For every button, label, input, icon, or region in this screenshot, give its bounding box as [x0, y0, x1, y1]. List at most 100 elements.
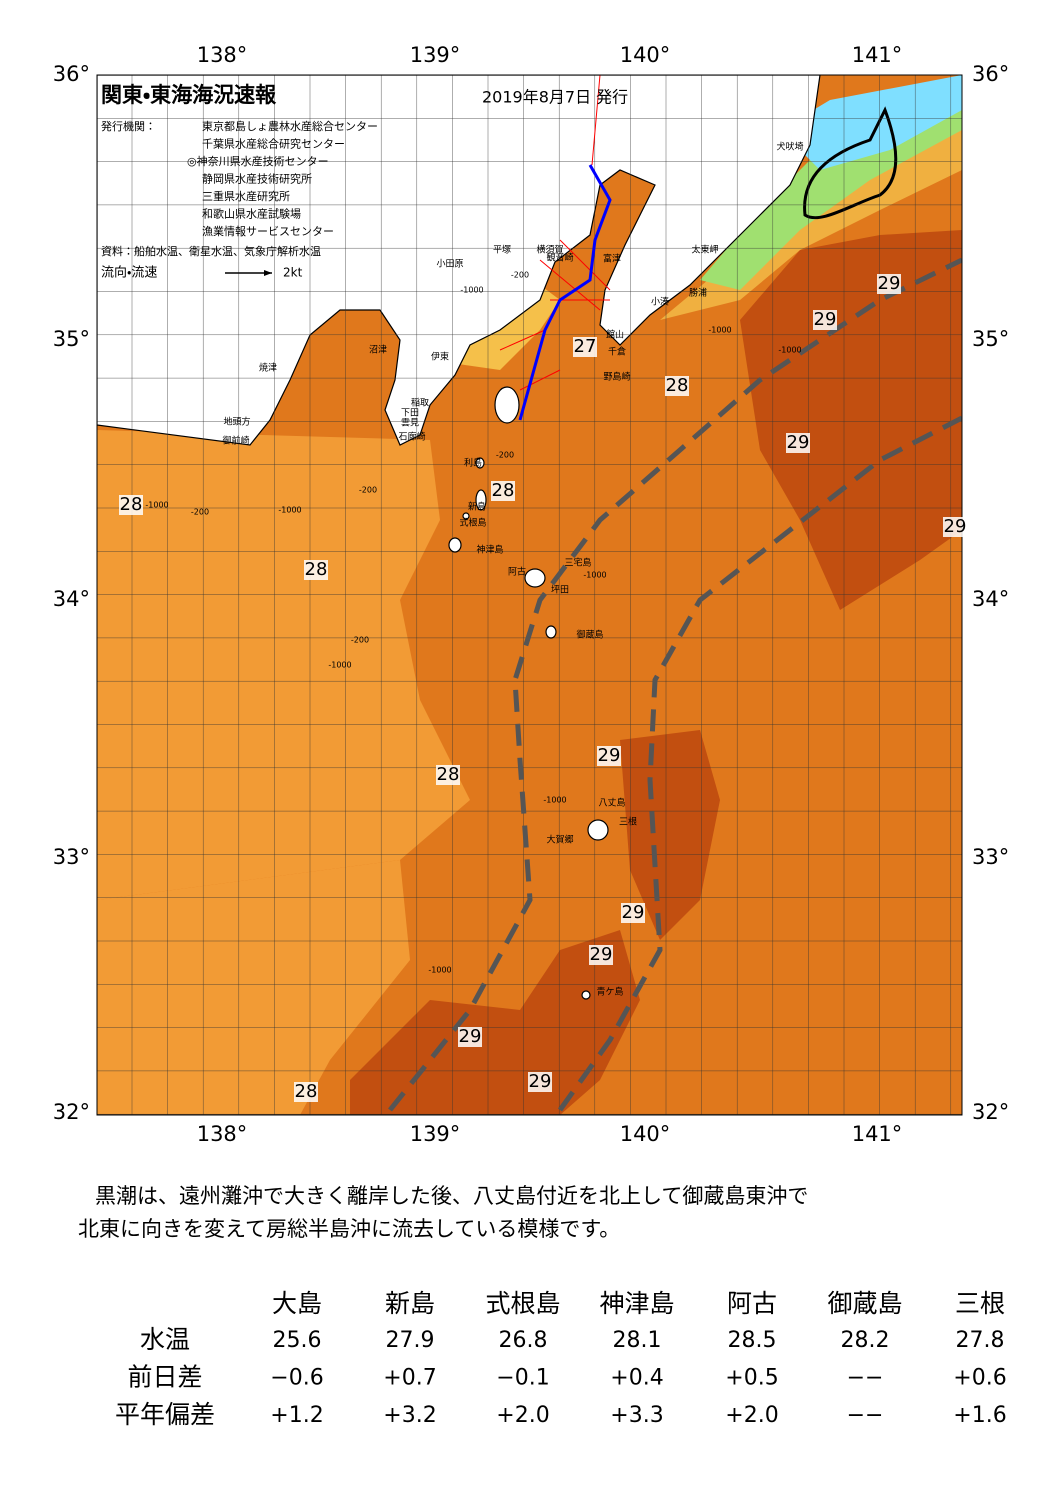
depth-label: -1000 [543, 796, 566, 805]
depth-label: -1000 [708, 326, 731, 335]
table-header: 式根島 [485, 1289, 560, 1318]
place-name: 横須賀 [536, 244, 563, 256]
table-cell: +1.2 [270, 1403, 323, 1428]
map-title: 関東・東海海況速報 [101, 83, 277, 107]
temp-label-bg [597, 746, 621, 766]
place-name: 阿古 [508, 566, 526, 578]
lon-label: 141° [852, 1122, 903, 1146]
place-name: 平塚 [493, 245, 511, 256]
map-frame [96, 74, 963, 1116]
place-name: 青ケ島 [596, 986, 623, 998]
legend-arrowhead [264, 270, 272, 276]
ship-track [518, 164, 612, 421]
temp-label: 28 [492, 480, 515, 501]
place-name: 大賀郷 [546, 834, 573, 846]
lat-label: 35° [53, 327, 90, 351]
lon-label: 139° [410, 1122, 461, 1146]
row-label: 水温 [140, 1325, 190, 1354]
issuer: 千葉県水産総合研究センター [202, 137, 345, 151]
contour [803, 106, 898, 220]
depth-label: -1000 [583, 571, 606, 580]
table-cell: +0.4 [610, 1366, 663, 1391]
island [462, 512, 470, 520]
place-name: 雲見 [401, 418, 419, 429]
place-name: 下田 [401, 408, 419, 419]
table-cell: 27.8 [956, 1328, 1005, 1353]
place-name: 沼津 [369, 345, 387, 356]
table-header: 神津島 [599, 1289, 674, 1318]
place-name: 御前崎 [222, 435, 249, 447]
lat-label: 36° [972, 62, 1009, 86]
source: 資料：船舶水温、衛星水温、気象庁解析水温 [101, 244, 321, 258]
temp-label-bg [621, 903, 645, 923]
place-name: 犬吠埼 [776, 141, 803, 153]
island [545, 625, 557, 639]
temp-label: 29 [598, 745, 621, 766]
temp-label: 28 [666, 375, 689, 396]
temp-label: 29 [787, 432, 810, 453]
temp-label: 27 [574, 336, 597, 357]
island [475, 457, 485, 469]
lat-label: 34° [972, 587, 1009, 611]
table-header: 阿古 [727, 1289, 777, 1318]
place-name: 小湊 [651, 296, 669, 308]
lon-label: 140° [620, 1122, 671, 1146]
kuroshio-axis [388, 257, 962, 1112]
issuer: 東京都島しょ農林水産総合センター [202, 119, 378, 133]
temp-label: 28 [305, 559, 328, 580]
place-name: 三宅島 [564, 557, 591, 569]
island [524, 568, 546, 588]
vector [591, 75, 601, 166]
lat-label: 34° [53, 587, 90, 611]
table-header: 大島 [272, 1289, 322, 1318]
lat-label: 35° [972, 327, 1009, 351]
vector [539, 259, 601, 311]
table-cell: +2.0 [496, 1403, 549, 1428]
depth-label: -1000 [428, 966, 451, 975]
lon-label: 139° [410, 43, 461, 67]
place-name: 利島 [464, 457, 482, 469]
map-body [97, 75, 962, 1115]
temp-label-bg [877, 274, 901, 294]
depth-label: -200 [351, 636, 369, 645]
issuer: ◎神奈川県水産技術センター [187, 154, 329, 168]
depth-label: -1000 [460, 286, 483, 295]
temp-label-bg [943, 517, 967, 537]
table-cell: +0.7 [383, 1366, 436, 1391]
lon-label: 140° [620, 43, 671, 67]
table-cell: +0.6 [953, 1366, 1006, 1391]
place-name: 千倉 [608, 347, 626, 358]
table-cell: 28.1 [613, 1328, 662, 1353]
table-cell: −− [847, 1403, 884, 1428]
temp-label-bg [436, 765, 460, 785]
depth-label: -200 [359, 486, 377, 495]
table-header: 新島 [385, 1289, 435, 1318]
table-cell: +3.2 [383, 1403, 436, 1428]
issuer: 静岡県水産技術研究所 [202, 172, 312, 186]
vector [559, 239, 611, 291]
issue-date: 2019年8月7日 発行 [482, 88, 628, 107]
depth-label: -200 [511, 271, 529, 280]
temp-label-bg [491, 481, 515, 501]
depth-label: -1000 [278, 506, 301, 515]
cooler-water [97, 430, 470, 900]
temp-label-bg [119, 495, 143, 515]
cooler-water [97, 860, 410, 1115]
place-name: 八丈島 [598, 797, 625, 809]
temp-label-bg [813, 310, 837, 330]
place-name: 稲取 [411, 397, 429, 409]
row-label: 前日差 [127, 1363, 202, 1392]
table-cell: 25.6 [273, 1328, 322, 1353]
lat-label: 32° [53, 1100, 90, 1124]
table-cell: +1.6 [953, 1403, 1006, 1428]
table-cell: −− [847, 1366, 884, 1391]
table-header: 御蔵島 [827, 1289, 902, 1318]
cold-water [780, 75, 962, 170]
depth-label: -200 [191, 508, 209, 517]
temp-label: 29 [622, 902, 645, 923]
warm-water [620, 730, 720, 940]
island [587, 819, 609, 841]
temp-label: 28 [437, 764, 460, 785]
legend-speed: 2kt [283, 266, 303, 280]
